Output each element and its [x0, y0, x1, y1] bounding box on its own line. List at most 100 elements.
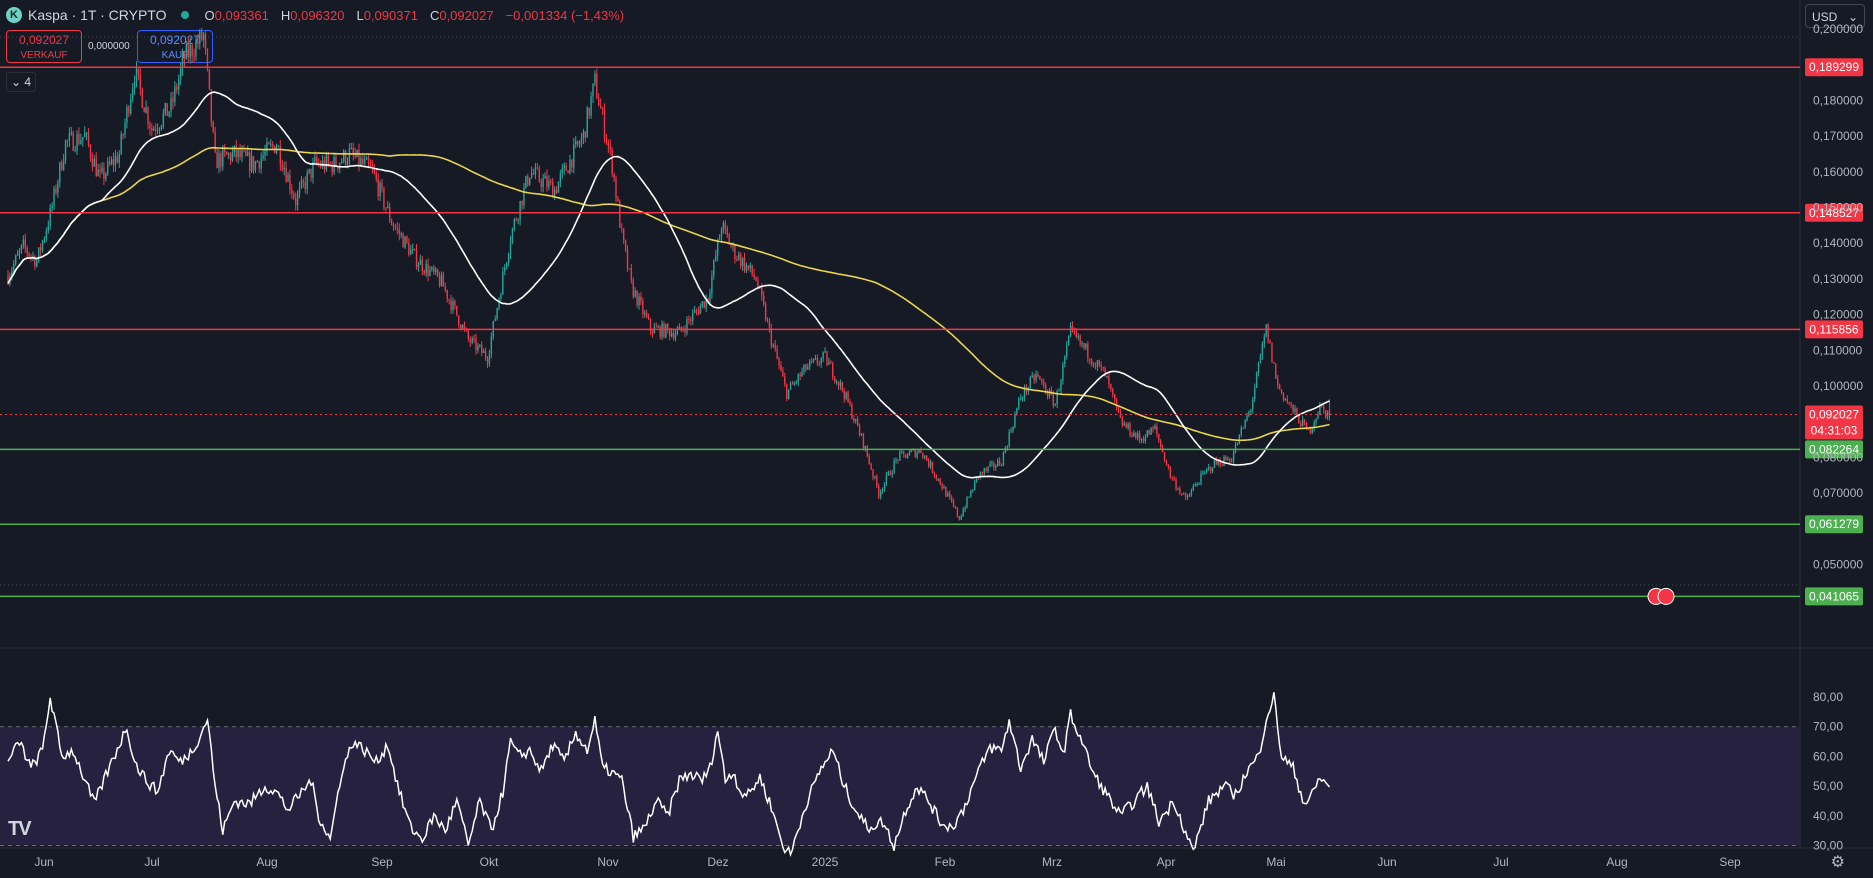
candle-body	[1165, 461, 1168, 465]
candle-body	[523, 187, 525, 206]
time-tick-label: Mrz	[1042, 855, 1062, 869]
candle-body	[1194, 484, 1196, 487]
candle-body	[264, 151, 266, 156]
ma-fast-line	[7, 91, 1330, 479]
candle-body	[803, 364, 805, 372]
candle-body	[191, 45, 193, 57]
candle-body	[55, 188, 57, 193]
candle-body	[16, 253, 19, 256]
candle-body	[1048, 390, 1051, 397]
candle-body	[1031, 375, 1033, 378]
candle-body	[878, 486, 880, 497]
candle-body	[1271, 343, 1273, 363]
candle-body	[931, 462, 934, 473]
candle-body	[95, 158, 97, 177]
candle-body	[1129, 423, 1131, 435]
rsi-tick-label: 30,00	[1813, 839, 1843, 853]
candle-body	[1041, 379, 1043, 382]
candle-body	[494, 319, 496, 322]
candle-body	[387, 206, 389, 209]
price-tick-label: 0,160000	[1813, 165, 1863, 179]
candle-body	[592, 83, 594, 97]
candle-body	[937, 478, 939, 480]
candle-body	[156, 130, 159, 132]
candle-body	[482, 351, 485, 353]
candle-body	[787, 389, 790, 400]
candle-body	[670, 332, 673, 337]
candle-body	[130, 99, 132, 114]
candle-body	[1033, 375, 1035, 381]
candle-body	[603, 110, 606, 139]
symbol-title[interactable]: Kaspa · 1T · CRYPTO	[28, 7, 167, 23]
time-tick-label: Aug	[256, 855, 277, 869]
candle-body	[565, 165, 567, 171]
candle-body	[768, 320, 771, 328]
candle-body	[1069, 325, 1072, 336]
candle-body	[753, 274, 755, 278]
candle-body	[1217, 459, 1219, 465]
candle-body	[847, 392, 849, 403]
candle-body	[950, 497, 953, 501]
candle-body	[187, 43, 189, 58]
candle-body	[851, 404, 853, 419]
candle-body	[1016, 408, 1018, 415]
candle-body	[1252, 399, 1254, 410]
candle-body	[949, 493, 951, 498]
level-tag-0	[1805, 58, 1863, 77]
candle-body	[1075, 332, 1078, 337]
candle-body	[728, 234, 730, 245]
candle-body	[1223, 456, 1225, 466]
candle-body	[926, 455, 928, 461]
candle-body	[598, 98, 600, 106]
price-tick-label: 0,170000	[1813, 129, 1863, 143]
time-tick-label: Mai	[1266, 855, 1285, 869]
candle-body	[1133, 432, 1135, 437]
candle-body	[84, 133, 86, 138]
candle-body	[1021, 397, 1024, 399]
price-tick-label: 0,080000	[1813, 450, 1863, 464]
candle-body	[1186, 496, 1189, 498]
currency-select[interactable]: USD ⌄	[1805, 4, 1865, 28]
candle-body	[797, 374, 799, 383]
candle-body	[74, 150, 76, 152]
candle-body	[705, 298, 707, 308]
candle-body	[611, 148, 613, 174]
candle-body	[413, 248, 416, 250]
candle-body	[791, 383, 794, 385]
candle-body	[151, 128, 153, 131]
gear-icon[interactable]: ⚙	[1830, 854, 1845, 871]
buy-button[interactable]: 0,092027 KAUF	[137, 30, 213, 63]
candle-body	[1219, 459, 1221, 466]
candle-body	[789, 383, 792, 390]
candle-body	[1163, 452, 1166, 462]
price-tick-label: 0,070000	[1813, 486, 1863, 500]
candle-body	[1043, 381, 1045, 385]
candle-body	[1039, 376, 1041, 380]
candle-body	[1250, 409, 1252, 412]
candle-body	[402, 234, 404, 248]
candle-body	[995, 466, 997, 468]
candle-body	[248, 152, 251, 172]
candle-body	[674, 333, 677, 339]
candle-body	[433, 267, 435, 273]
candle-body	[897, 459, 899, 461]
candle-body	[164, 103, 166, 113]
candle-body	[856, 418, 859, 427]
candle-body	[1257, 363, 1260, 373]
candle-body	[1135, 432, 1137, 438]
time-tick-label: Jul	[1493, 855, 1508, 869]
candle-body	[601, 108, 604, 111]
candle-body	[855, 418, 857, 421]
candle-body	[373, 167, 376, 174]
candle-body	[1173, 477, 1175, 480]
candle-body	[973, 481, 976, 491]
candle-body	[655, 326, 657, 328]
candle-body	[181, 55, 184, 68]
indicators-toggle[interactable]: ⌄ 4	[6, 72, 36, 92]
candle-body	[678, 326, 680, 330]
candle-body	[131, 88, 134, 100]
ohlc-close: C0,092027	[429, 7, 494, 23]
candle-body	[1263, 336, 1265, 345]
level-label-5: 0,041065	[1809, 589, 1859, 603]
